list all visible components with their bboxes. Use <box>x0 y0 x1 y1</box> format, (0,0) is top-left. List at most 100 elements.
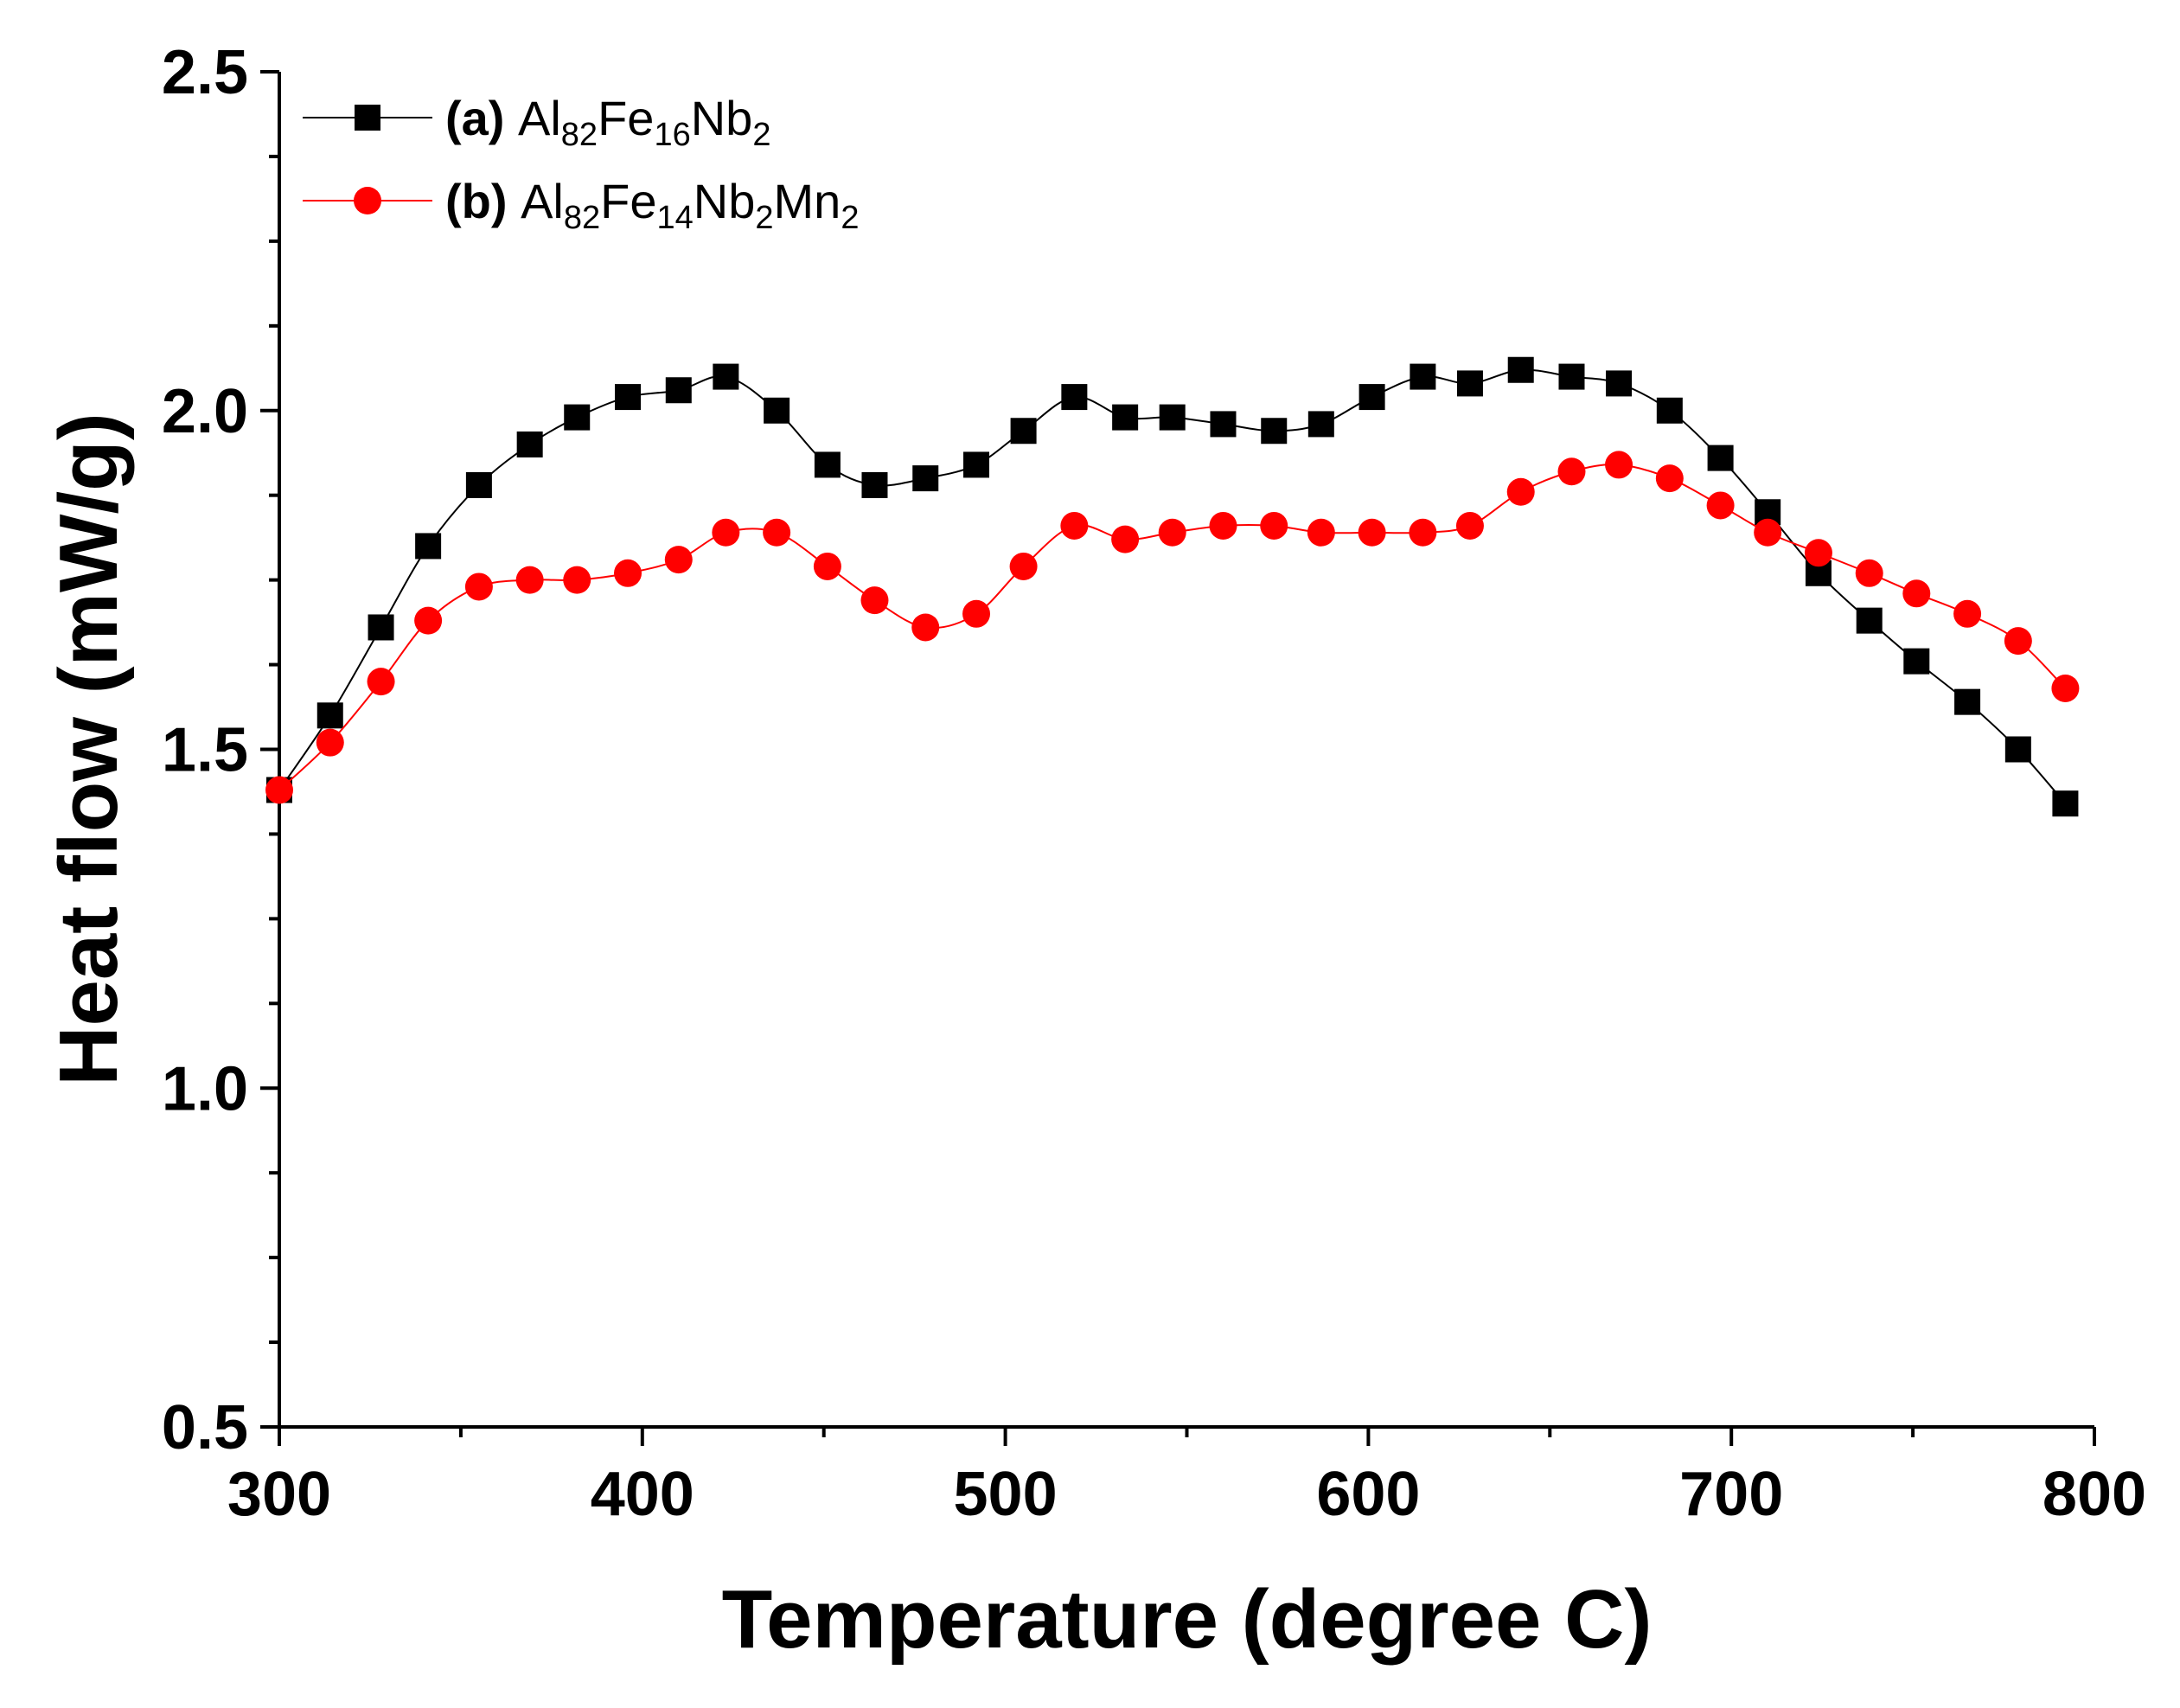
legend-item-b: (b) Al82Fe14Nb2Mn2 <box>303 174 859 236</box>
data-point-square <box>665 377 692 404</box>
x-tick-label: 600 <box>1316 1460 1420 1529</box>
data-point-square <box>1261 418 1288 445</box>
data-point-square <box>1606 370 1633 397</box>
legend-subscript: 2 <box>752 117 770 153</box>
x-tick-label: 800 <box>2043 1460 2146 1529</box>
series-b <box>265 451 2080 804</box>
data-point-square <box>1159 404 1186 431</box>
data-point-circle <box>1706 491 1735 520</box>
data-point-circle <box>1754 518 1782 547</box>
data-point-circle <box>1655 464 1684 493</box>
x-tick-label: 500 <box>954 1460 1058 1529</box>
data-point-square <box>1903 648 1930 675</box>
data-point-circle <box>911 613 940 642</box>
data-point-square <box>1061 384 1088 411</box>
y-tick-label: 1.5 <box>162 716 248 785</box>
data-point-square <box>1359 384 1385 411</box>
legend-subscript: 2 <box>841 200 859 236</box>
data-point-square <box>465 471 492 498</box>
data-point-circle <box>414 606 443 635</box>
data-point-circle <box>860 586 889 615</box>
legend-element: Nb <box>691 91 753 145</box>
x-tick-label: 400 <box>591 1460 694 1529</box>
legend-marker <box>355 105 380 131</box>
x-axis-title: Temperature (degree C) <box>722 1573 1653 1666</box>
data-point-circle <box>1209 511 1237 540</box>
series-a <box>266 356 2079 817</box>
data-point-square <box>1656 397 1683 424</box>
x-tick-label: 700 <box>1679 1460 1783 1529</box>
data-point-circle <box>664 546 693 574</box>
data-point-circle <box>1953 599 1982 628</box>
axes: 300 400 500 600 700 800 0.5 1.0 1.5 2.0 2.5 <box>162 38 2146 1529</box>
legend-subscript: 2 <box>755 200 773 236</box>
data-point-square <box>2052 790 2079 817</box>
data-point-circle <box>2004 627 2032 656</box>
data-point-circle <box>614 559 642 587</box>
series-layer <box>265 356 2080 817</box>
legend-label: (b) Al82Fe14Nb2Mn2 <box>445 174 859 236</box>
legend-item-a: (a) Al82Fe16Nb2 <box>303 91 770 153</box>
data-point-circle <box>1158 518 1186 547</box>
data-point-circle <box>1409 518 1437 547</box>
data-point-circle <box>563 566 591 594</box>
data-point-circle <box>316 728 344 757</box>
data-point-circle <box>962 599 991 628</box>
data-point-circle <box>1111 525 1140 553</box>
data-point-square <box>713 363 739 390</box>
legend-label-prefix: (b) <box>445 174 521 228</box>
data-point-square <box>615 384 642 411</box>
data-point-circle <box>2051 674 2080 702</box>
legend-element: Fe <box>600 174 656 228</box>
data-point-square <box>1558 363 1585 390</box>
legend-subscript: 82 <box>564 200 600 236</box>
data-point-square <box>1507 356 1534 383</box>
data-point-square <box>861 471 888 498</box>
legend-subscript: 82 <box>561 117 598 153</box>
legend-element: Mn <box>774 174 841 228</box>
legend-element: Fe <box>598 91 654 145</box>
data-point-square <box>2004 736 2031 763</box>
y-tick-label: 2.0 <box>162 377 248 446</box>
data-point-circle <box>1060 511 1089 540</box>
data-point-square <box>316 702 343 729</box>
data-point-square <box>368 614 394 641</box>
data-point-circle <box>1506 477 1535 506</box>
legend-marker <box>354 187 381 214</box>
data-point-square <box>814 451 841 478</box>
data-point-square <box>963 451 990 478</box>
data-point-square <box>516 431 543 457</box>
data-point-circle <box>763 518 791 547</box>
data-point-circle <box>1358 518 1386 547</box>
data-point-square <box>912 465 939 492</box>
data-point-circle <box>1855 559 1883 587</box>
legend-element: Al <box>521 174 564 228</box>
legend-label-prefix: (a) <box>445 91 518 145</box>
x-tick-label: 300 <box>227 1460 331 1529</box>
data-point-circle <box>1307 518 1335 547</box>
legend-element: Nb <box>694 174 756 228</box>
data-point-circle <box>712 518 740 547</box>
legend-label: (a) Al82Fe16Nb2 <box>445 91 770 153</box>
legend-element: Al <box>518 91 561 145</box>
data-point-square <box>1410 363 1436 390</box>
series-line <box>278 464 2067 791</box>
data-point-circle <box>813 552 841 580</box>
data-point-circle <box>464 573 493 601</box>
data-point-circle <box>1605 451 1633 479</box>
legend-subscript: 14 <box>657 200 694 236</box>
series-line <box>278 368 2067 804</box>
data-point-circle <box>1902 579 1931 608</box>
data-point-circle <box>1455 511 1484 540</box>
data-point-square <box>415 533 442 560</box>
data-point-square <box>1210 411 1237 438</box>
data-point-square <box>1307 411 1334 438</box>
data-point-square <box>564 404 591 431</box>
data-point-circle <box>1260 511 1288 540</box>
data-point-circle <box>1557 457 1586 486</box>
y-axis-title: Heat flow (mW/g) <box>42 413 135 1086</box>
data-point-circle <box>265 776 293 804</box>
legend: (a) Al82Fe16Nb2(b) Al82Fe14Nb2Mn2 <box>303 91 859 236</box>
data-point-square <box>1707 445 1734 471</box>
